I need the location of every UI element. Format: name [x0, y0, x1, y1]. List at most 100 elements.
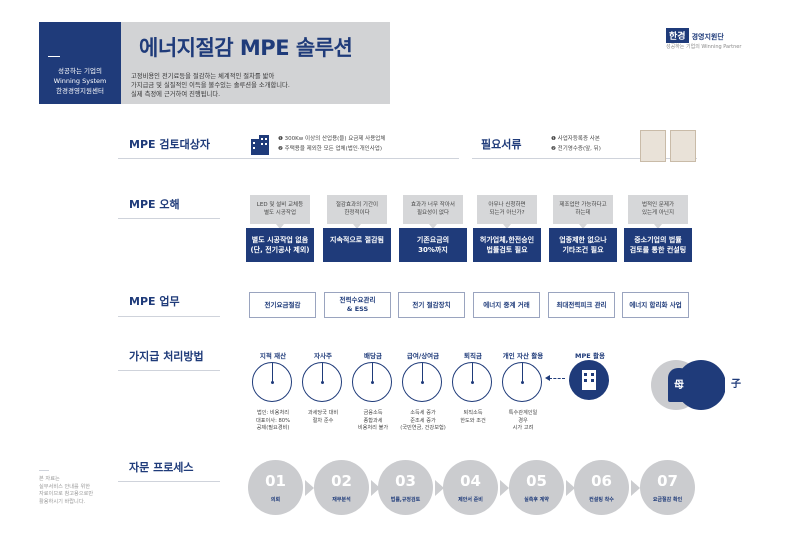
- task-label: 최대전력피크 관리: [556, 301, 606, 310]
- step-number: 05: [526, 472, 547, 490]
- method-description: 특수관계인일 경우 시가 고려: [493, 410, 553, 433]
- divider: [39, 470, 49, 471]
- section-title-targets: MPE 검토대상자: [129, 138, 210, 151]
- sidebar-line1: 성공하는 기업의: [58, 67, 102, 75]
- divider: [118, 158, 459, 159]
- arrow-down-icon: [503, 224, 511, 229]
- dial-center-dot: [421, 381, 424, 384]
- method-desc-line: 절차 준수: [312, 417, 334, 424]
- section-title-misconceptions: MPE 오해: [129, 198, 180, 211]
- arrow-down-icon: [353, 224, 361, 229]
- task-box: 최대전력피크 관리: [548, 292, 615, 318]
- question-line: 법적인 문제가: [641, 202, 675, 208]
- divider: [118, 218, 220, 219]
- misconception-answer: 별도 시공작업 없음 (단, 전기공사 제외): [246, 228, 314, 262]
- process-step: 05 실측후 계약: [509, 460, 564, 515]
- divider: [118, 316, 220, 317]
- method-desc-line: 특수관계인일: [508, 410, 538, 416]
- method-description: 법인: 비용처리 대표이사: 80% 공제(필요경비): [243, 410, 303, 433]
- task-label-line: 전력수요관리: [339, 296, 376, 304]
- desc-line2: 가지급금 및 실질적인 이득을 볼수있는 솔루션을 소개합니다.: [131, 82, 290, 89]
- question-line: 절감효과의 기간이: [335, 202, 379, 208]
- task-label: 에너지 중계 거래: [483, 301, 529, 310]
- divider: [472, 158, 697, 159]
- misconception-question: 제조업만 가능하다고 하는데: [553, 195, 613, 224]
- task-label-line: & ESS: [346, 305, 369, 313]
- dial-center-dot: [321, 381, 324, 384]
- divider: [118, 481, 220, 482]
- method-title: 지적 재산: [259, 352, 287, 360]
- answer-line: 중소기업의 법률: [634, 236, 682, 244]
- answer-line: 허가업체,한전승인: [479, 236, 535, 244]
- answer-line: 지속적으로 절감됨: [330, 236, 384, 244]
- question-line: 별도 시공작업: [263, 210, 297, 216]
- sidebar-line2: Winning System: [53, 77, 107, 85]
- method-dial: [302, 362, 342, 402]
- method-desc-line: 종합과세: [363, 417, 383, 424]
- question-line: 효과가 너무 작아서: [411, 202, 455, 208]
- arrow-right-icon: [435, 480, 444, 496]
- task-box: 전기요금절감: [249, 292, 316, 318]
- title-box: 에너지절감 MPE 솔루션 고정비용인 전기료등을 절감하는 체계적인 절차를 …: [121, 22, 390, 104]
- task-label-line: 에너지 합리화 사업: [629, 300, 682, 309]
- logo-mark: 한경: [666, 28, 689, 43]
- dial-center-dot: [371, 381, 374, 384]
- step-label: 컨설팅 착수: [589, 497, 614, 503]
- task-label-line: 에너지 중계 거래: [483, 300, 530, 309]
- method-desc-line: 퇴직소득: [463, 410, 483, 416]
- arrow-down-icon: [276, 224, 284, 229]
- task-label: 전기 절감장치: [412, 301, 450, 310]
- arrow-down-icon: [579, 224, 587, 229]
- logo-name: 경영지원단: [691, 33, 724, 41]
- dial-center-dot: [271, 381, 274, 384]
- method-dial: [452, 362, 492, 402]
- process-step: 03 법률,규정검토: [378, 460, 433, 515]
- task-label: 전기요금절감: [265, 301, 301, 310]
- sidebar-panel: 성공하는 기업의 Winning System 한경경영지원센터: [39, 22, 121, 104]
- task-box: 에너지 중계 거래: [473, 292, 540, 318]
- section-title-methods: 가지급 처리방법: [129, 350, 204, 363]
- divider: [48, 56, 60, 57]
- misconception-question: 법적인 문제가 있는게 아닌지: [628, 195, 688, 224]
- method-dial: [252, 362, 292, 402]
- method-description: 금융소득 종합과세 비용처리 불가: [343, 410, 403, 433]
- method-description: 소득세 증가 준조세 증가 (국민연금, 건강보험): [393, 410, 453, 433]
- footnote-line: 활용하시기 바랍니다.: [39, 498, 86, 505]
- process-step: 07 요금절감 확인: [640, 460, 695, 515]
- desc-line3: 실제 측정에 근거하여 진행됩니다.: [131, 91, 221, 98]
- section-title-docs: 필요서류: [481, 138, 522, 151]
- step-label: 제안서 준비: [458, 497, 483, 503]
- brand-logo: 한경 경영지원단: [666, 24, 760, 43]
- sidebar-line3: 한경경영지원센터: [56, 87, 104, 95]
- method-description: 퇴직소득 한도와 조건: [443, 410, 503, 425]
- task-label: 에너지 합리화 사업: [629, 301, 681, 310]
- step-label: 실측후 계약: [524, 497, 549, 503]
- method-title: 배당금: [364, 352, 382, 360]
- business-license-image: [640, 130, 666, 162]
- step-label: 법률,규정검토: [390, 497, 421, 503]
- arrow-head-icon: [545, 375, 550, 381]
- method-description: 과세당국 대비 절차 준수: [293, 410, 353, 425]
- misconception-answer: 기존요금의 30%까지: [399, 228, 467, 262]
- misconception-question: 아무나 신청하면 되는거 아닌가?: [477, 195, 537, 224]
- task-box: 에너지 합리화 사업: [622, 292, 689, 318]
- footnote-line: 실무서비스 안내를 위한: [39, 483, 91, 490]
- method-desc-line: 경우: [518, 417, 528, 424]
- question-line: 한정적이다: [344, 210, 370, 216]
- footnote: 본 자료는 실무서비스 안내를 위한 자료이므로 참고용으로만 활용하시기 바랍…: [39, 476, 93, 506]
- method-dial: [502, 362, 542, 402]
- arrow-right-icon: [566, 480, 575, 496]
- answer-line: 검토를 통한 컨설팅: [629, 246, 687, 254]
- page-title: 에너지절감 MPE 솔루션: [139, 36, 353, 60]
- arrow-right-icon: [631, 480, 640, 496]
- task-box: 전기 절감장치: [398, 292, 465, 318]
- method-title: 급여/상여금: [406, 352, 440, 360]
- section-title-tasks: MPE 업무: [129, 295, 180, 308]
- task-label-line: 전기 절감장치: [412, 300, 451, 309]
- mpe-usage-circle: [569, 360, 609, 400]
- method-desc-line: 시가 고려: [512, 425, 534, 431]
- question-line: LED 및 설비 교체등: [256, 202, 304, 208]
- child-figure-icon: 子: [725, 363, 747, 405]
